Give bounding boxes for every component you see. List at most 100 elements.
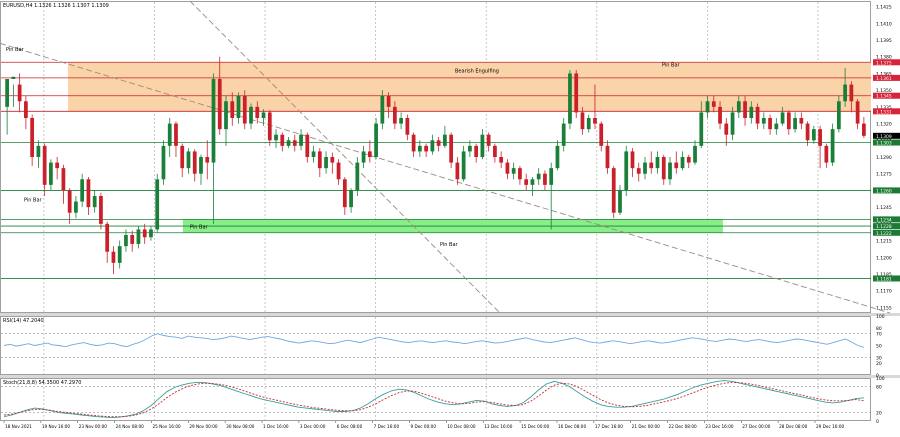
price-tag-label: 1.1260 [876,188,892,194]
candle-body [49,162,53,185]
candle-body [836,101,841,130]
candle-body [155,179,160,230]
candle-body [305,134,310,157]
stoch-tick-label: 80 [876,385,882,391]
candle-body [568,73,572,124]
time-tick-label: 3 Dec 00:00 [300,424,326,429]
price-tag [873,132,900,139]
candle-body [74,201,78,213]
candle-body [299,134,303,146]
candle-body [249,106,253,124]
candle-body [80,179,85,202]
rsi-tick-label: 100 [876,314,885,320]
pane-frame [0,378,871,421]
candle-body [67,190,72,213]
candle-body [199,157,203,174]
candle-body [142,229,147,238]
time-tick-label: 13 Dec 16:00 [484,424,512,429]
candle-body [130,235,135,244]
candle-body [761,118,766,124]
candle-body [230,101,235,118]
candle-body [499,157,504,163]
time-tick-label: 23 Nov 00:00 [79,424,108,429]
price-tick-label: 1.1200 [876,255,892,261]
price-tag [873,229,900,236]
candle-body [805,123,810,141]
candle-body [643,162,647,174]
price-tick-label: 1.1365 [876,71,892,77]
time-tick-label: 15 Dec 00:00 [521,424,549,429]
time-tick-label: 1 Dec 16:00 [263,424,289,429]
candle-body [367,151,372,157]
candle-body [755,106,760,124]
price-tag-label: 1.1234 [876,217,892,223]
candle-body [386,95,391,107]
time-tick-label: 18 Nov 2021 [5,424,32,429]
price-tag-label: 1.1375 [876,60,892,66]
time-tick-label: 19 Nov 16:00 [42,424,71,429]
candle-body [611,168,616,213]
rsi-title: RSI(14) 47.2040 [3,318,44,324]
candle-body [493,145,497,157]
candle-body [780,112,785,124]
price-tag [873,139,900,146]
annotation-label: Pin Bar [662,63,681,69]
candle-body [661,157,666,180]
pane-separator [0,375,900,378]
price-tick-label: 1.1350 [876,88,892,94]
price-tick-label: 1.1170 [876,289,892,295]
candle-body [136,229,141,244]
candle-body [117,246,122,263]
candle-body [705,101,710,113]
candle-body [255,106,260,118]
stoch-main-line [3,380,864,419]
candle-body [405,118,410,135]
candle-body [574,73,579,113]
candle-body [342,179,347,208]
candle-body [536,173,541,180]
annotation-label: Pin Bar [440,242,459,248]
price-tag-label: 1.1309 [876,134,892,140]
price-tag-label: 1.1303 [876,141,892,147]
candle-body [292,140,297,146]
candle-body [599,123,604,146]
candle-body [811,129,816,141]
candle-body [111,251,116,263]
candle-body [24,101,28,118]
candle-body [505,162,510,174]
annotation-label: Bearish Engulfing [455,68,499,74]
candle-body [242,95,247,124]
candle-body [680,157,685,169]
candle-body [461,151,466,180]
candle-body [186,151,191,169]
candle-body [11,76,16,79]
candle-body [593,118,597,124]
time-tick-label: 28 Dec 08:00 [779,424,807,429]
candle-body [586,118,591,130]
price-tag [873,216,900,223]
candle-body [205,157,210,163]
annotation-label: Pin Bar [24,198,43,204]
price-tick-label: 1.1275 [876,172,892,178]
stoch-tick-label: 20 [876,410,882,416]
candle-body [668,162,672,180]
price-tag-label: 1.1228 [876,224,892,230]
candle-body [561,123,566,146]
stoch-signal-line [3,381,864,418]
price-tick-label: 1.1380 [876,55,892,61]
price-tick-label: 1.1425 [876,5,892,11]
rsi-line [3,333,865,348]
candle-body [192,151,197,174]
trendline [189,0,501,314]
candle-body [686,157,691,163]
candle-body [718,106,722,124]
candle-body [549,168,554,185]
price-tick-label: 1.1320 [876,122,892,128]
price-tag-label: 1.1331 [876,109,892,115]
candle-body [355,162,360,191]
candle-body [430,140,435,152]
time-tick-label: 29 Nov 00:00 [189,424,218,429]
candle-body [530,179,535,185]
candle-body [830,129,835,163]
